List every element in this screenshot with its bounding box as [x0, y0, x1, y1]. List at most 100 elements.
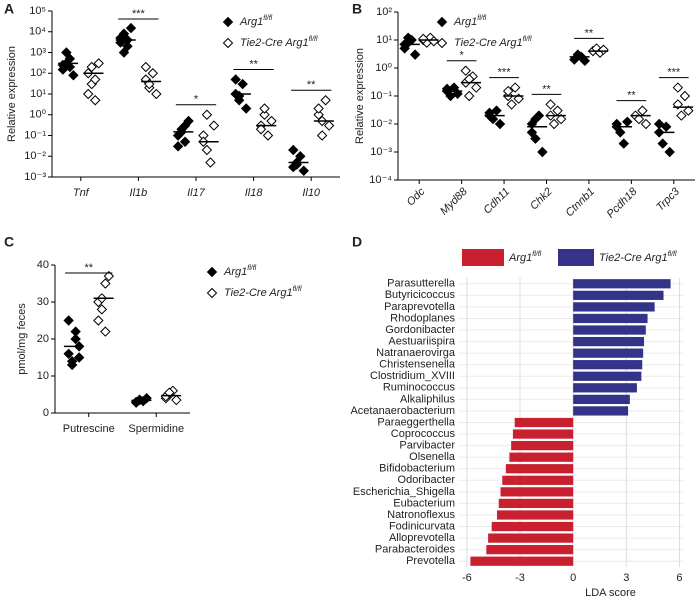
data-point: [460, 65, 471, 76]
legend-name: Tie2-Cre Arg1: [240, 37, 309, 49]
data-point: [637, 105, 648, 116]
data-point: [86, 61, 97, 73]
category-label: Coprococcus: [391, 428, 456, 440]
data-point: [63, 348, 74, 360]
x-tick-label: Il10: [302, 187, 321, 199]
bar: [573, 383, 637, 393]
data-point: [172, 141, 184, 152]
data-point: [66, 359, 78, 371]
bar: [470, 556, 574, 566]
legend-sup: fl/fl: [668, 251, 677, 258]
data-point: [657, 138, 668, 149]
data-point: [653, 118, 665, 130]
data-point: [259, 109, 270, 120]
legend-sup: fl/fl: [309, 36, 318, 43]
data-point: [222, 37, 234, 49]
x-tick-label: Myd88: [438, 185, 470, 217]
data-point: [208, 120, 220, 131]
y-tick-label: 10⁰: [375, 62, 392, 74]
data-point: [61, 47, 72, 58]
data-point: [70, 333, 81, 345]
data-point: [125, 22, 137, 34]
legend-label: Tie2-Cre Arg1fl/fl: [599, 251, 677, 264]
bar: [573, 290, 664, 300]
y-tick-label: 10⁻³: [370, 146, 392, 158]
category-label: Paraeggerthella: [377, 416, 456, 428]
x-tick-label: Ctnnb1: [564, 186, 598, 220]
y-tick-label: 40: [37, 259, 49, 271]
bar: [505, 464, 574, 474]
y-tick-label: 0: [43, 407, 49, 419]
legend-swatch: [462, 249, 504, 266]
bar: [498, 498, 574, 509]
bar: [496, 510, 574, 520]
x-tick-label: Chk2: [528, 186, 555, 213]
data-point: [579, 55, 591, 67]
data-point: [555, 113, 567, 125]
data-point: [93, 58, 104, 69]
panel-label: C: [4, 234, 14, 250]
data-point: [103, 270, 115, 282]
data-point: [679, 90, 691, 102]
significance-label: **: [307, 79, 316, 91]
data-point: [683, 105, 694, 116]
x-tick-label: Tnf: [73, 187, 90, 199]
x-tick-label: 6: [676, 572, 682, 584]
data-point: [100, 278, 111, 289]
legend-label: Arg1fl/fl: [453, 15, 487, 28]
y-tick-label: 10⁴: [29, 26, 46, 38]
y-tick-label: 10⁻²: [24, 150, 46, 162]
category-label: Natranaerovirga: [376, 347, 456, 359]
data-point: [73, 352, 85, 363]
data-point: [526, 127, 538, 138]
bar: [573, 371, 642, 381]
category-label: Christensenella: [379, 359, 456, 371]
data-point: [545, 99, 556, 110]
data-point: [93, 315, 104, 326]
legend-label: Arg1fl/fl: [223, 265, 257, 278]
x-tick-label: Pcdh18: [605, 185, 640, 220]
category-label: Clostridium_XVIII: [370, 370, 455, 382]
bar: [486, 545, 574, 555]
data-point: [316, 130, 328, 141]
legend-sup: fl/fl: [523, 36, 532, 43]
category-label: Ruminococcus: [383, 382, 456, 394]
category-label: Fodinicurvata: [389, 520, 456, 532]
x-tick-label: Il17: [187, 187, 206, 199]
y-tick-label: 10¹: [376, 34, 392, 46]
x-tick-label: -6: [462, 572, 472, 584]
x-tick-label: 3: [623, 572, 629, 584]
data-point: [640, 118, 652, 130]
data-point: [63, 315, 74, 326]
x-tick-label: Odc: [405, 185, 428, 208]
data-point: [402, 32, 414, 43]
legend-name: Tie2-Cre Arg1: [599, 252, 668, 264]
significance-label: **: [585, 27, 594, 39]
data-point: [618, 138, 629, 149]
category-label: Natronoflexus: [387, 509, 455, 521]
bar: [488, 533, 574, 543]
significance-label: *: [194, 94, 199, 106]
y-tick-label: 10³: [30, 46, 46, 58]
data-point: [409, 49, 421, 60]
data-point: [506, 99, 517, 110]
x-tick-label: Cdh11: [481, 186, 512, 217]
y-tick-label: 10⁻²: [370, 118, 392, 130]
legend-name: Tie2-Cre Arg1: [454, 37, 523, 49]
x-tick-label: Trpc3: [654, 185, 682, 213]
significance-label: **: [249, 58, 258, 70]
x-tick-label: Putrescine: [63, 423, 115, 435]
y-tick-label: 10²: [376, 6, 392, 18]
data-point: [206, 266, 218, 278]
x-tick-label: Il1b: [130, 187, 148, 199]
category-label: Acetanaerobacterium: [350, 405, 455, 417]
category-label: Eubacterium: [393, 497, 455, 509]
category-label: Paraprevotella: [384, 301, 456, 313]
data-point: [548, 118, 560, 130]
y-axis-label: Relative expression: [354, 48, 366, 144]
data-point: [464, 90, 475, 102]
data-point: [90, 95, 101, 106]
data-point: [266, 115, 277, 127]
bar: [573, 302, 655, 312]
y-tick-label: 10¹: [30, 88, 46, 100]
